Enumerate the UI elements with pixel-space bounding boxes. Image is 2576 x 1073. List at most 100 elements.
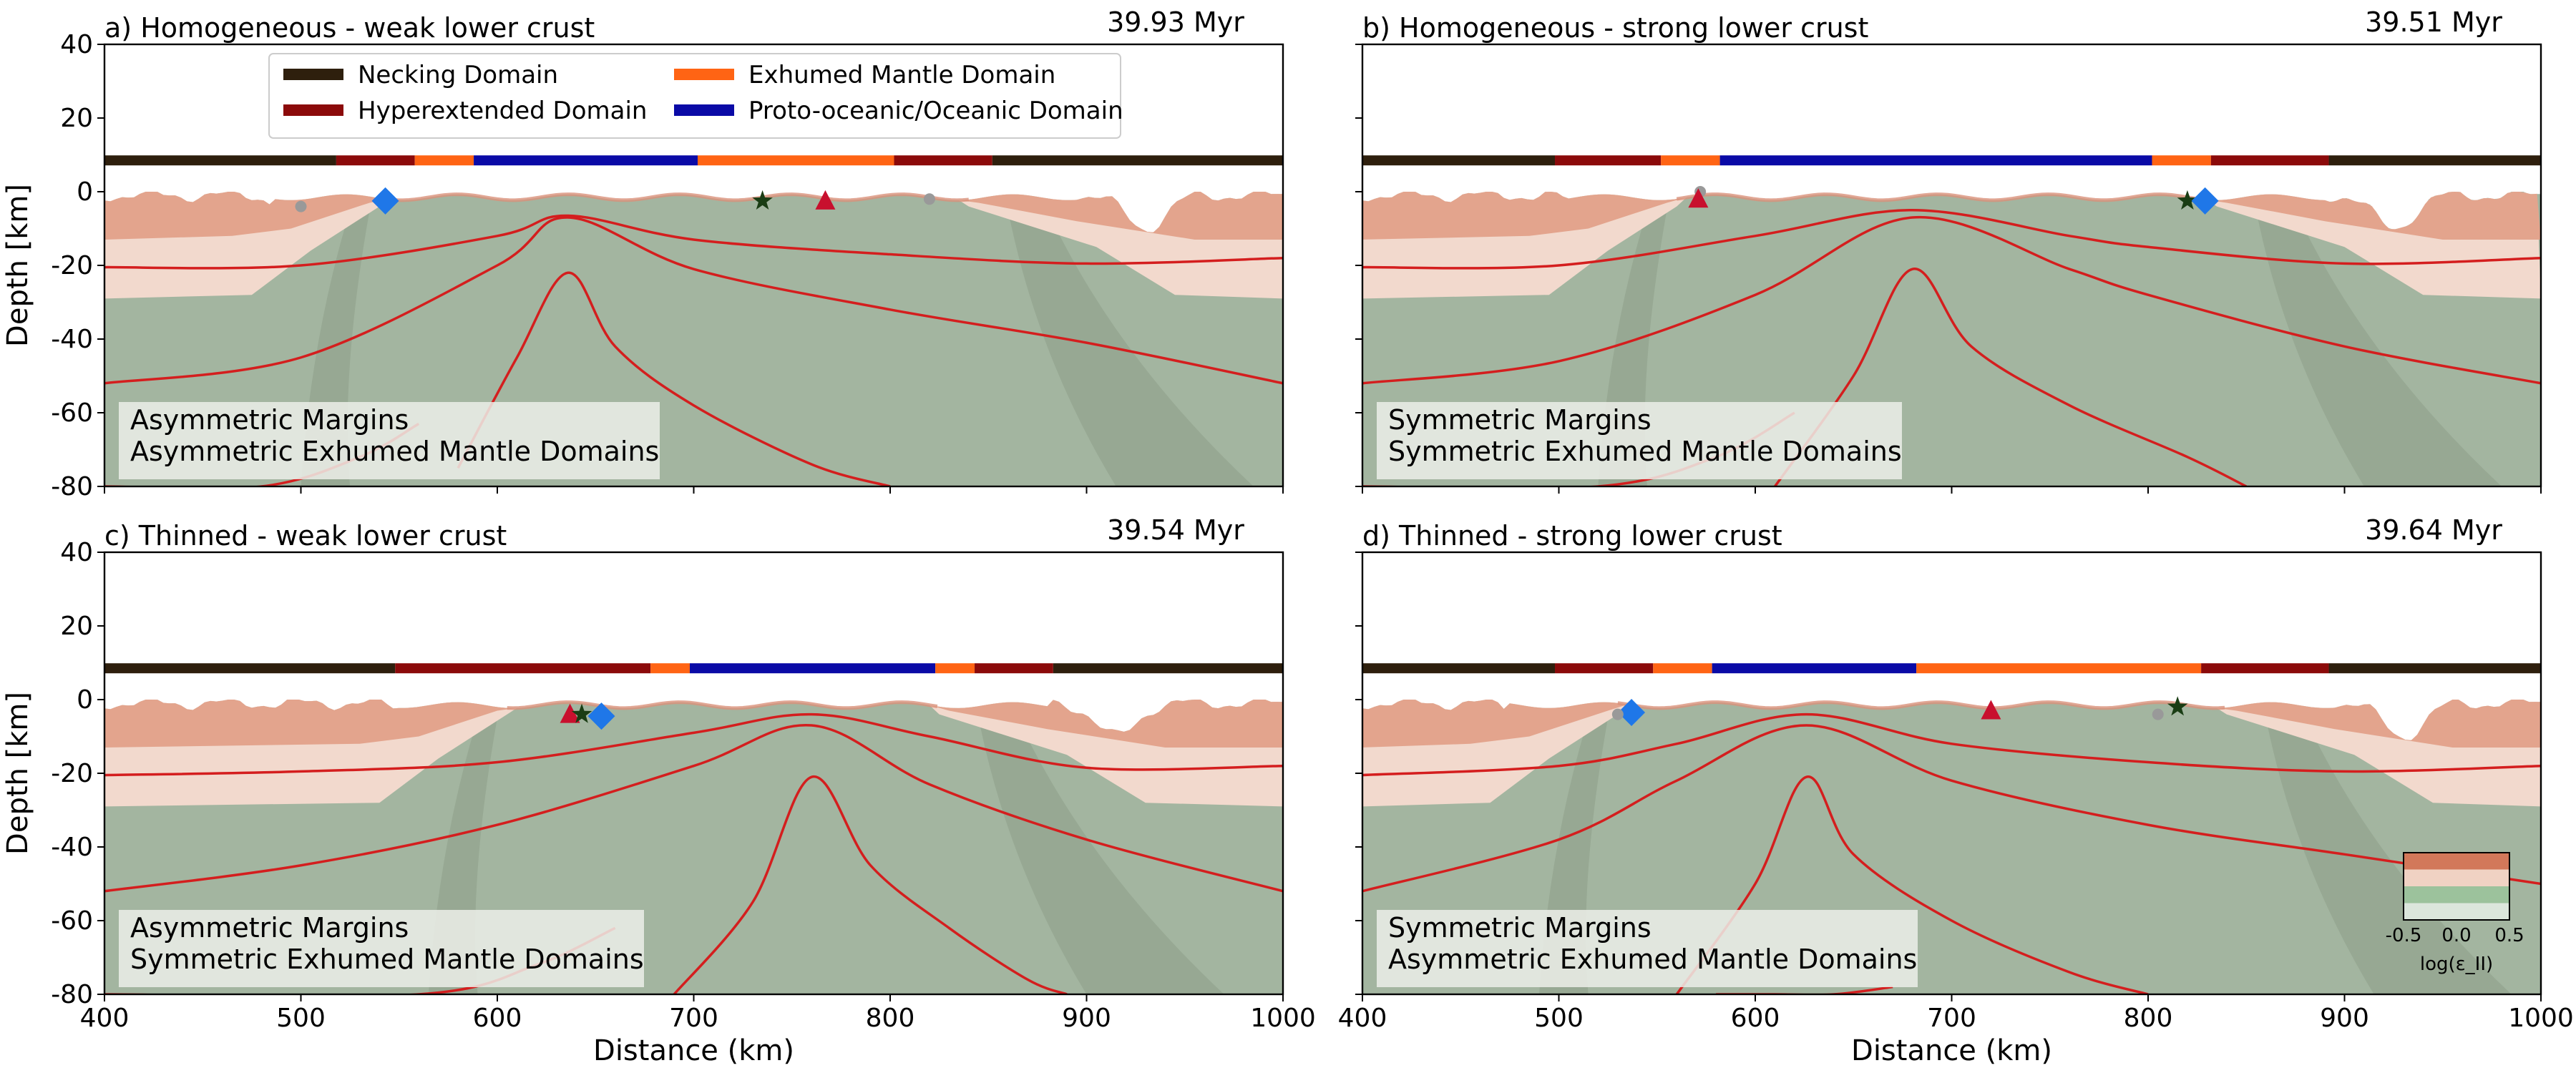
colorbar-tick-label: 0.0 bbox=[2441, 925, 2471, 946]
basin-veneer bbox=[1676, 192, 2213, 202]
y-tick-label: -40 bbox=[51, 833, 93, 862]
domain-bar-segment bbox=[1362, 663, 1556, 674]
legend: Necking Domain Hyperextended Domain Exhume… bbox=[268, 53, 1123, 139]
domain-bar-segment bbox=[2201, 663, 2329, 674]
colorbar-tick-label: -0.5 bbox=[2386, 925, 2422, 946]
upper-crust-left bbox=[1362, 192, 1687, 240]
domain-bar-segment bbox=[1362, 155, 1556, 166]
isotherm-4 bbox=[1716, 985, 1893, 994]
mantle-shear-zone-right bbox=[1008, 210, 1254, 486]
x-tick-label: 700 bbox=[1927, 1004, 1976, 1033]
upper-crust-left bbox=[1362, 700, 1628, 748]
time-label: 39.64 Myr bbox=[2365, 514, 2502, 546]
annotation-box bbox=[119, 402, 660, 479]
y-tick-label: -20 bbox=[51, 251, 93, 280]
star-marker bbox=[2177, 190, 2198, 210]
x-tick-label: 600 bbox=[1731, 1004, 1780, 1033]
annotation-line: Symmetric Exhumed Mantle Domains bbox=[1388, 436, 1902, 467]
y-tick-label: 20 bbox=[60, 612, 93, 641]
upper-crust-right bbox=[929, 700, 1283, 748]
domain-bar-segment bbox=[2328, 663, 2541, 674]
panel-d: 400 500 600 700 800 900 1000 Distance (km) d) Th… bbox=[1338, 514, 2574, 1067]
y-tick-label: 40 bbox=[60, 30, 93, 59]
panel-b: b) Homogeneous - strong lower crust 39.51… bbox=[1355, 6, 2542, 494]
y-tick-label: -20 bbox=[51, 759, 93, 788]
breakup-diamond-marker bbox=[2191, 187, 2219, 215]
isotherm-2 bbox=[104, 724, 1283, 893]
domain-bar-segment bbox=[697, 155, 894, 166]
isotherm-3 bbox=[1774, 268, 2248, 486]
isotherm-3 bbox=[673, 775, 1068, 994]
x-tick-label: 1000 bbox=[2508, 1004, 2574, 1033]
breakup-diamond-marker bbox=[1618, 699, 1646, 727]
annotation-box bbox=[119, 910, 644, 987]
y-tick-label: -40 bbox=[51, 325, 93, 354]
legend-swatch bbox=[283, 104, 343, 116]
colorbar-band bbox=[2404, 869, 2509, 886]
x-tick-label: 900 bbox=[2320, 1004, 2369, 1033]
isotherm-1 bbox=[104, 214, 1283, 270]
legend-label: Proto-oceanic/Oceanic Domain bbox=[748, 97, 1123, 125]
domain-bar-segment bbox=[975, 663, 1053, 674]
time-label: 39.54 Myr bbox=[1107, 514, 1244, 546]
legend-swatch bbox=[283, 69, 343, 80]
domain-bar-segment bbox=[336, 155, 415, 166]
legend-swatch bbox=[674, 69, 734, 80]
time-label: 39.51 Myr bbox=[2365, 6, 2502, 38]
upper-crust-left bbox=[104, 192, 388, 240]
star-marker bbox=[752, 190, 773, 210]
upper-crust-right bbox=[959, 192, 1283, 240]
mantle-shear-zone-right bbox=[978, 717, 1224, 994]
domain-bar-segment bbox=[414, 155, 474, 166]
colorbar-band bbox=[2404, 903, 2509, 920]
colorbar-band bbox=[2404, 853, 2509, 870]
domain-bar-segment bbox=[2152, 155, 2211, 166]
panel-title: a) Homogeneous - weak lower crust bbox=[104, 12, 595, 44]
basin-veneer bbox=[507, 700, 938, 710]
plot-area bbox=[104, 552, 1283, 994]
upper-crust-right bbox=[2217, 700, 2541, 748]
breakup-diamond-marker bbox=[371, 187, 399, 215]
colorbar-label: log(ε_II) bbox=[2420, 954, 2493, 975]
domain-bar-segment bbox=[650, 663, 691, 674]
panel-a: 40 20 0 -20 -40 -60 -80 Depth [km] a) Homogeneou… bbox=[1, 6, 1284, 501]
y-tick-label: -60 bbox=[51, 398, 93, 428]
domain-bar-segment bbox=[1053, 663, 1283, 674]
annotation-line: Asymmetric Exhumed Mantle Domains bbox=[130, 436, 659, 467]
legend-label: Hyperextended Domain bbox=[358, 97, 647, 125]
domain-bar-segment bbox=[894, 155, 992, 166]
time-label: 39.93 Myr bbox=[1107, 6, 1244, 38]
triangle-marker bbox=[815, 190, 836, 210]
x-tick-label: 800 bbox=[2124, 1004, 2173, 1033]
x-tick-label: 1000 bbox=[1250, 1004, 1316, 1033]
dot-marker bbox=[295, 200, 307, 212]
star-marker bbox=[571, 703, 592, 723]
star-marker bbox=[2167, 696, 2188, 716]
domain-bar-segment bbox=[935, 663, 975, 674]
isotherm-2 bbox=[104, 216, 1283, 385]
annotation-line: Symmetric Margins bbox=[1388, 404, 1652, 436]
triangle-marker bbox=[1981, 700, 2001, 720]
isotherm-3 bbox=[457, 271, 891, 486]
annotation-line: Asymmetric Exhumed Mantle Domains bbox=[1388, 944, 1917, 975]
colorbar-frame bbox=[2403, 852, 2510, 921]
legend-frame bbox=[268, 53, 1121, 139]
mantle-shear-zone-right bbox=[2255, 210, 2502, 486]
y-tick-label: 0 bbox=[77, 177, 93, 207]
isotherm-1 bbox=[1362, 208, 2541, 270]
y-tick-label: 20 bbox=[60, 104, 93, 133]
upper-crust-right bbox=[2207, 192, 2541, 240]
domain-bar-segment bbox=[992, 155, 1283, 166]
y-axis-label: Depth [km] bbox=[1, 692, 34, 855]
domain-bar-segment bbox=[690, 663, 936, 674]
mantle-shear-zone-right bbox=[2265, 717, 2512, 994]
panel-title: d) Thinned - strong lower crust bbox=[1362, 520, 1782, 552]
triangle-marker bbox=[1688, 188, 1709, 208]
legend-swatch bbox=[674, 104, 734, 116]
legend-label: Exhumed Mantle Domain bbox=[748, 61, 1055, 89]
isotherm-2 bbox=[1362, 724, 2541, 893]
x-tick-label: 600 bbox=[473, 1004, 522, 1033]
dot-marker bbox=[2152, 708, 2164, 720]
